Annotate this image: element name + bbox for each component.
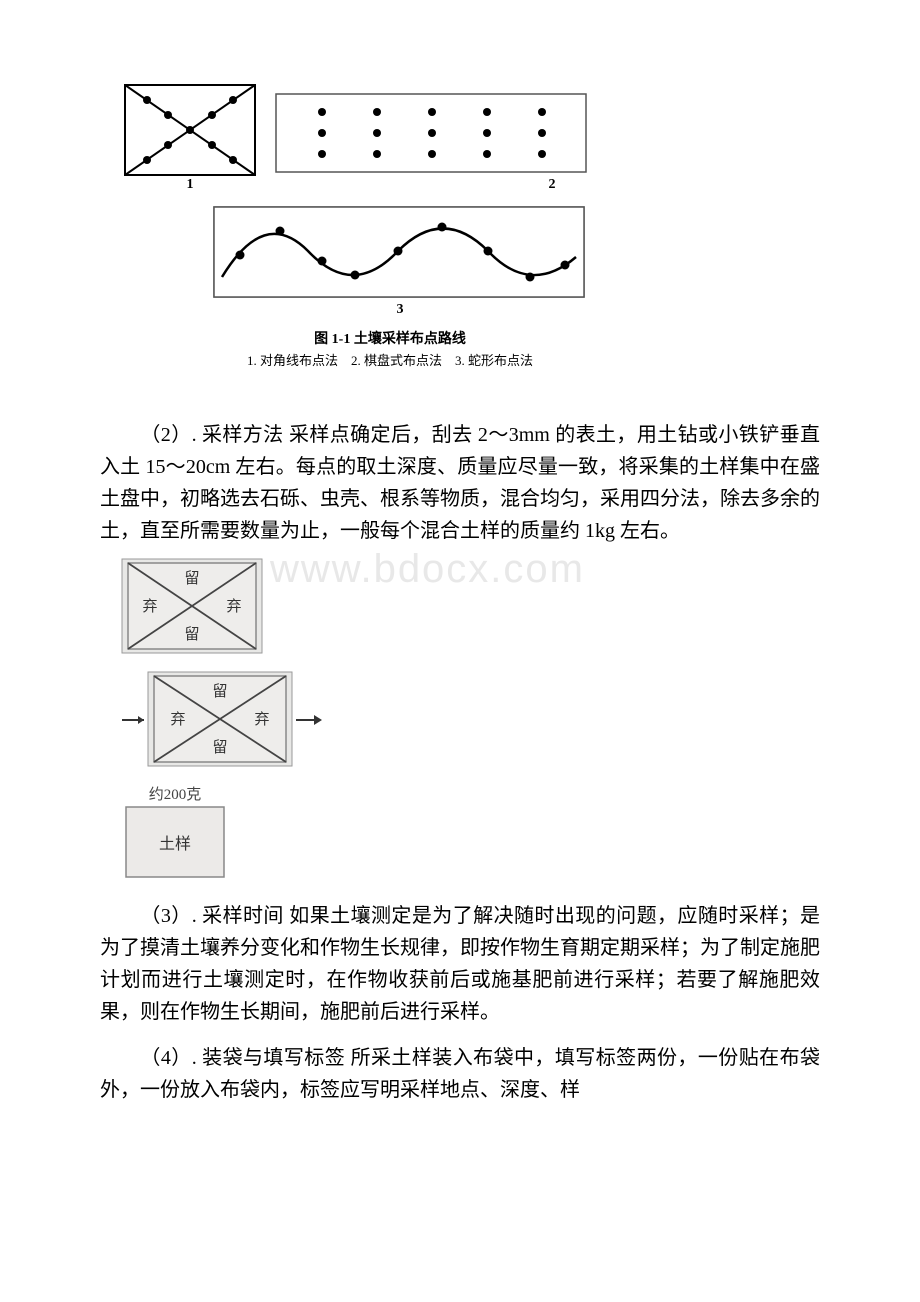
paragraph-4: （4）. 装袋与填写标签 所采土样装入布袋中，填写标签两份，一份贴在布袋外，一份… xyxy=(100,1042,820,1106)
figure-1-label-1: 1 xyxy=(187,177,194,190)
fig2b-bottom: 留 xyxy=(212,739,227,756)
fig2a-left: 弃 xyxy=(142,598,157,615)
fig2c-label-top: 约200克 xyxy=(149,786,202,803)
figure-1-box-2: 2 xyxy=(272,90,592,195)
paragraph-2: （2）. 采样方法 采样点确定后，刮去 2～3mm 的表土，用土钻或小铁铲垂直入… xyxy=(100,419,820,547)
figure-1-label-2: 2 xyxy=(549,177,556,190)
figure-1-sampling-routes: 1 2 xyxy=(120,80,820,369)
fig2b-right: 弃 xyxy=(254,711,269,728)
figure-1-caption-title: 图 1-1 土壤采样布点路线 xyxy=(160,328,620,348)
paragraph-3-text: （3）. 采样时间 如果土壤测定是为了解决随时出现的问题，应随时采样；是为了摸清… xyxy=(100,905,820,1023)
fig2b-top: 留 xyxy=(212,683,227,700)
figure-2-quartering: 留 留 弃 弃 留 留 弃 弃 xyxy=(120,557,820,890)
fig2a-right: 弃 xyxy=(226,598,241,615)
paragraph-3: （3）. 采样时间 如果土壤测定是为了解决随时出现的问题，应随时采样；是为了摸清… xyxy=(100,900,820,1028)
figure-2-box-b: 留 留 弃 弃 xyxy=(120,670,820,775)
figure-1-label-3: 3 xyxy=(397,302,404,315)
fig2a-top: 留 xyxy=(184,570,199,587)
fig2b-left: 弃 xyxy=(170,711,185,728)
fig2c-label-in: 土样 xyxy=(159,835,191,853)
figure-1-caption-sub: 1. 对角线布点法 2. 棋盘式布点法 3. 蛇形布点法 xyxy=(160,350,620,369)
figure-1-box-1: 1 xyxy=(120,80,260,195)
figure-2-box-c: 约200克 土样 xyxy=(120,783,820,890)
paragraph-4-text: （4）. 装袋与填写标签 所采土样装入布袋中，填写标签两份，一份贴在布袋外，一份… xyxy=(100,1047,820,1101)
paragraph-2-text: （2）. 采样方法 采样点确定后，刮去 2～3mm 的表土，用土钻或小铁铲垂直入… xyxy=(100,424,820,542)
figure-1-box-3: 3 xyxy=(210,203,820,320)
fig2a-bottom: 留 xyxy=(184,626,199,643)
figure-2-box-a: 留 留 弃 弃 xyxy=(120,557,820,662)
